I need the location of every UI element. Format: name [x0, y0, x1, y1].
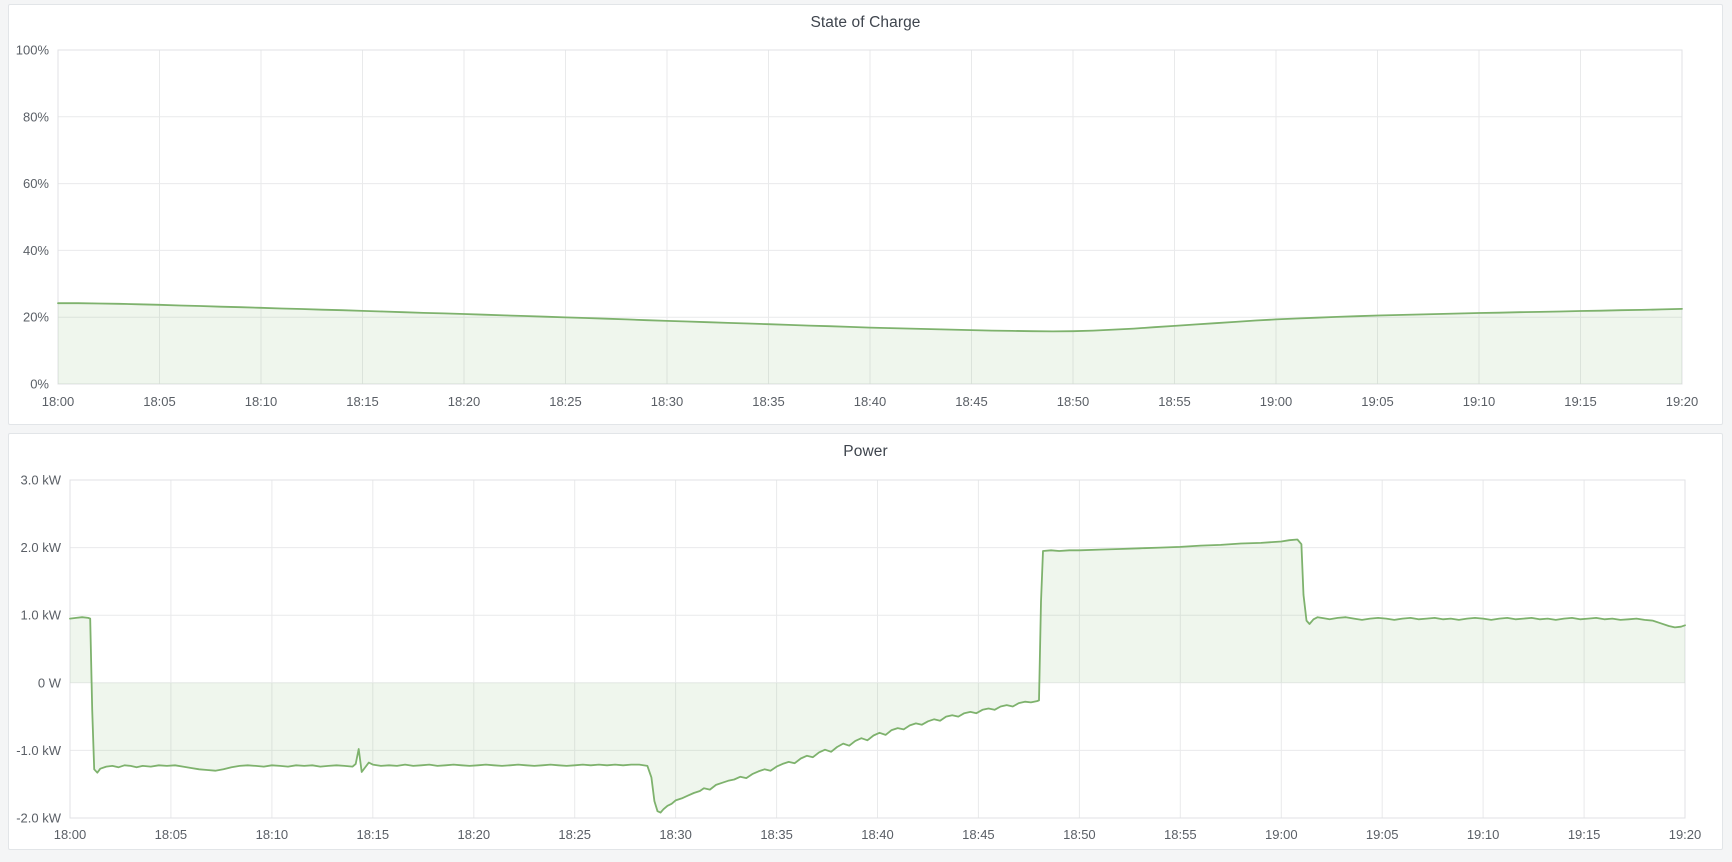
- svg-text:18:30: 18:30: [651, 394, 684, 409]
- svg-text:18:25: 18:25: [558, 827, 591, 842]
- svg-text:1.0 kW: 1.0 kW: [21, 608, 62, 623]
- panel-state-of-charge: 100% 80% 60% 40% 20% 0% 18:00 18:05 18:10 18:15 18…: [8, 4, 1723, 425]
- svg-text:20%: 20%: [23, 310, 49, 325]
- svg-text:-2.0 kW: -2.0 kW: [16, 811, 62, 826]
- svg-text:19:00: 19:00: [1260, 394, 1293, 409]
- state-of-charge-plot[interactable]: 100% 80% 60% 40% 20% 0% 18:00 18:05 18:10 18:15 18…: [9, 5, 1722, 424]
- power-chart[interactable]: 3.0 kW 2.0 kW 1.0 kW 0 W -1.0 kW -2.0 kW 18:00…: [9, 434, 1722, 849]
- svg-text:19:05: 19:05: [1361, 394, 1394, 409]
- svg-text:19:20: 19:20: [1666, 394, 1699, 409]
- svg-text:18:20: 18:20: [458, 827, 491, 842]
- svg-text:18:00: 18:00: [42, 394, 75, 409]
- svg-text:19:15: 19:15: [1564, 394, 1597, 409]
- svg-text:18:35: 18:35: [760, 827, 793, 842]
- svg-text:18:10: 18:10: [256, 827, 289, 842]
- svg-text:19:00: 19:00: [1265, 827, 1298, 842]
- panel-power: 3.0 kW 2.0 kW 1.0 kW 0 W -1.0 kW -2.0 kW 18:00…: [8, 433, 1723, 850]
- svg-text:18:45: 18:45: [955, 394, 988, 409]
- power-plot[interactable]: 3.0 kW 2.0 kW 1.0 kW 0 W -1.0 kW -2.0 kW18:00…: [9, 434, 1722, 849]
- svg-text:18:40: 18:40: [861, 827, 894, 842]
- svg-text:3.0 kW: 3.0 kW: [21, 473, 62, 488]
- svg-text:19:10: 19:10: [1463, 394, 1496, 409]
- svg-text:18:00: 18:00: [54, 827, 87, 842]
- svg-text:18:25: 18:25: [549, 394, 582, 409]
- svg-text:19:20: 19:20: [1669, 827, 1702, 842]
- svg-text:18:35: 18:35: [752, 394, 785, 409]
- svg-text:19:10: 19:10: [1467, 827, 1500, 842]
- state-of-charge-chart[interactable]: 100% 80% 60% 40% 20% 0% 18:00 18:05 18:10 18:15 18…: [9, 5, 1722, 424]
- svg-text:18:55: 18:55: [1158, 394, 1191, 409]
- svg-text:18:40: 18:40: [854, 394, 887, 409]
- svg-text:18:15: 18:15: [357, 827, 390, 842]
- svg-text:0%: 0%: [30, 377, 49, 392]
- svg-text:18:10: 18:10: [245, 394, 278, 409]
- svg-text:18:05: 18:05: [155, 827, 188, 842]
- svg-text:0 W: 0 W: [38, 675, 62, 690]
- panel-title-power: Power: [843, 443, 888, 460]
- svg-text:40%: 40%: [23, 243, 49, 258]
- svg-text:18:20: 18:20: [448, 394, 481, 409]
- svg-text:80%: 80%: [23, 109, 49, 124]
- svg-text:18:50: 18:50: [1063, 827, 1096, 842]
- svg-text:18:55: 18:55: [1164, 827, 1197, 842]
- svg-text:2.0 kW: 2.0 kW: [21, 540, 62, 555]
- svg-text:18:30: 18:30: [659, 827, 692, 842]
- svg-text:-1.0 kW: -1.0 kW: [16, 743, 62, 758]
- svg-text:19:05: 19:05: [1366, 827, 1399, 842]
- panel-title-state-of-charge: State of Charge: [810, 14, 921, 31]
- svg-text:18:45: 18:45: [962, 827, 995, 842]
- svg-text:18:15: 18:15: [346, 394, 379, 409]
- svg-text:60%: 60%: [23, 176, 49, 191]
- svg-text:19:15: 19:15: [1568, 827, 1601, 842]
- svg-text:18:05: 18:05: [143, 394, 176, 409]
- svg-text:100%: 100%: [16, 43, 50, 58]
- svg-text:18:50: 18:50: [1057, 394, 1090, 409]
